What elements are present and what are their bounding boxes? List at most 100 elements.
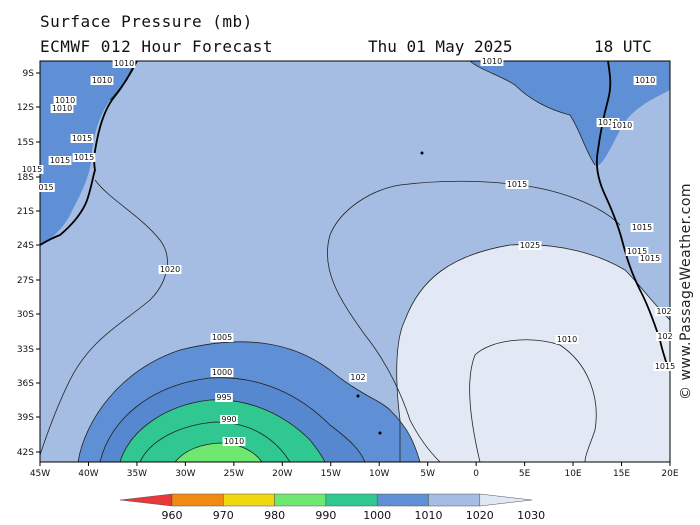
svg-text:1010: 1010	[612, 121, 632, 130]
contour-label: 1010	[50, 104, 74, 113]
svg-text:1010: 1010	[52, 104, 72, 113]
lat-tick-label: 24S	[17, 241, 34, 251]
svg-text:102: 102	[656, 307, 671, 316]
svg-text:1015: 1015	[22, 165, 42, 174]
svg-text:1015: 1015	[507, 180, 527, 189]
svg-text:1010: 1010	[114, 59, 134, 68]
contour-label: 1015	[72, 153, 96, 162]
svg-text:1005: 1005	[212, 333, 232, 342]
legend-value-label: 1000	[363, 509, 391, 522]
legend-value-label: 960	[162, 509, 183, 522]
contour-label: 1005	[210, 333, 234, 342]
legend-value-label: 980	[264, 509, 285, 522]
contour-label: 1010	[596, 118, 620, 127]
contour-label: 1010	[633, 76, 657, 85]
contour-label: 1015	[638, 254, 662, 263]
svg-text:990: 990	[221, 415, 236, 424]
model-forecast-label: ECMWF 012 Hour Forecast	[40, 37, 274, 56]
lon-tick-label: 15W	[321, 469, 341, 479]
lon-tick-label: 25W	[224, 469, 244, 479]
svg-text:102: 102	[657, 332, 672, 341]
pressure-band-below-990	[175, 443, 262, 462]
lon-tick-label: 35W	[127, 469, 147, 479]
svg-text:1015: 1015	[655, 362, 675, 371]
svg-text:1000: 1000	[212, 368, 232, 377]
lat-tick-label: 27S	[17, 276, 34, 286]
legend-swatch	[223, 493, 275, 507]
svg-text:1010: 1010	[635, 76, 655, 85]
contour-label: 1015	[48, 156, 72, 165]
legend-swatch-max	[479, 493, 532, 507]
lon-tick-label: 20E	[661, 469, 678, 479]
contour-label: 1010	[222, 437, 246, 446]
contour-label: 995	[215, 393, 233, 402]
legend-swatch	[274, 493, 327, 507]
svg-text:015: 015	[38, 183, 53, 192]
svg-text:1015: 1015	[627, 247, 647, 256]
contour-label: 1015	[625, 247, 649, 256]
latitude-axis: 9S 12S 15S 18S 21S 24S 27S 30S 33S 36S 39S 42S	[17, 69, 40, 458]
contour-label: 015	[37, 183, 55, 192]
svg-text:1010: 1010	[224, 437, 244, 446]
svg-text:1010: 1010	[598, 118, 618, 127]
lat-tick-label: 18S	[17, 173, 34, 183]
island-marker	[378, 431, 382, 435]
contour-label: 1010	[90, 76, 114, 85]
pressure-band-990-995	[140, 422, 290, 462]
svg-text:1015: 1015	[72, 134, 92, 143]
svg-text:1015: 1015	[632, 223, 652, 232]
contour-label: 1020	[158, 265, 182, 274]
map-frame	[39, 60, 671, 463]
lat-tick-label: 30S	[17, 310, 34, 320]
contour-label: 1010	[555, 335, 579, 344]
contour-label: 102	[349, 373, 367, 382]
map-plot-area	[40, 61, 670, 462]
lon-tick-label: 10E	[564, 469, 581, 479]
svg-text:1025: 1025	[520, 241, 540, 250]
svg-text:995: 995	[216, 393, 231, 402]
legend-value-label: 1010	[415, 509, 443, 522]
lon-tick-label: 45W	[30, 469, 50, 479]
svg-text:1010: 1010	[92, 76, 112, 85]
contour-label: 1010	[610, 121, 634, 130]
map-title: Surface Pressure (mb)	[40, 12, 253, 31]
legend-swatch	[325, 493, 378, 507]
forecast-time: 18 UTC	[594, 37, 652, 56]
lat-tick-label: 36S	[17, 379, 34, 389]
contour-label: 102	[655, 307, 673, 316]
contour-label: 1015	[505, 180, 529, 189]
contour-label: 1025	[518, 241, 542, 250]
island-marker	[420, 151, 424, 155]
pressure-band-1020-1025	[396, 244, 670, 462]
lat-tick-label: 12S	[17, 103, 34, 113]
lon-tick-label: 20W	[272, 469, 292, 479]
lat-tick-label: 33S	[17, 345, 34, 355]
contour-label: 102	[656, 332, 674, 341]
longitude-axis: 45W 40W 35W 30W 25W 20W 15W 10W 5W 0 5E 10E 15E 20E	[30, 462, 679, 479]
land-zone-east	[470, 61, 670, 166]
contour-label: 1010	[53, 96, 77, 105]
lon-tick-label: 30W	[175, 469, 195, 479]
svg-text:1010: 1010	[557, 335, 577, 344]
lon-tick-label: 5W	[420, 469, 435, 479]
contour-label: 1010	[112, 59, 136, 68]
svg-text:1015: 1015	[640, 254, 660, 263]
lon-tick-label: 5E	[519, 469, 531, 479]
legend-value-label: 990	[315, 509, 336, 522]
lat-tick-label: 39S	[17, 413, 34, 423]
contour-label: 1000	[210, 368, 234, 377]
lat-tick-label: 9S	[23, 69, 35, 79]
svg-text:1020: 1020	[160, 265, 180, 274]
contour-label: 990	[220, 415, 238, 424]
svg-text:1015: 1015	[50, 156, 70, 165]
legend-swatch	[428, 493, 481, 507]
legend-swatch-min	[119, 493, 173, 507]
legend-swatch	[171, 493, 224, 507]
lon-tick-label: 15E	[613, 469, 630, 479]
contour-label: 1010	[480, 57, 504, 66]
svg-text:1010: 1010	[482, 57, 502, 66]
svg-text:1015: 1015	[74, 153, 94, 162]
